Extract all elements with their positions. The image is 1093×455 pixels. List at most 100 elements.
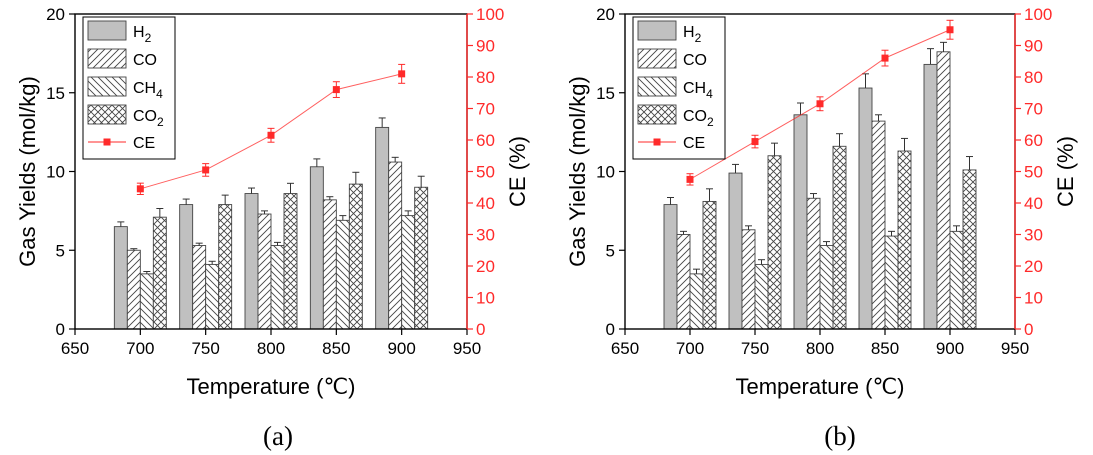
- legend-label-main: CH: [683, 80, 706, 97]
- bar-H2: [858, 87, 873, 330]
- legend-swatch-CO: [637, 48, 677, 69]
- x-tick-label: 850: [871, 339, 899, 358]
- legend-label-H2: H2: [133, 24, 152, 45]
- chart-panel-b: 650 700 750 800 850 900 9500510152001020304050…: [565, 5, 1078, 451]
- legend-label-CO2: CO2: [133, 108, 164, 129]
- bar-CH4: [270, 245, 285, 330]
- y2-tick-label: 20: [1024, 257, 1043, 276]
- bar-CO: [192, 245, 207, 330]
- y2-tick-label: 10: [476, 289, 495, 308]
- bar-CH4: [754, 263, 769, 330]
- legend-label-subscript: 2: [157, 115, 164, 129]
- y2-axis-label: CE (%): [1053, 136, 1078, 207]
- bar-H2: [309, 166, 324, 330]
- y2-tick-label: 100: [476, 5, 504, 24]
- y-tick-label: 15: [596, 84, 615, 103]
- y2-tick-label: 70: [1024, 100, 1043, 119]
- legend-label-subscript: 4: [706, 87, 713, 101]
- legend-swatch-CO: [87, 48, 127, 69]
- legend-label-H2: H2: [683, 24, 702, 45]
- bar-H2: [375, 126, 390, 330]
- y2-tick-label: 40: [1024, 194, 1043, 213]
- x-tick-label: 700: [126, 339, 154, 358]
- y2-tick-label: 20: [476, 257, 495, 276]
- x-axis-label: Temperature (℃): [736, 374, 905, 399]
- legend-label-main: CO: [683, 108, 707, 125]
- bar-H2: [663, 204, 678, 330]
- legend-label-main: H: [683, 24, 695, 41]
- x-tick-label: 900: [387, 339, 415, 358]
- legend-swatch-CO2: [87, 104, 127, 125]
- y2-tick-label: 10: [1024, 289, 1043, 308]
- bar-CH4: [205, 263, 220, 330]
- y2-tick-label: 50: [476, 163, 495, 182]
- ce-point: [398, 70, 406, 78]
- y2-tick-label: 100: [1024, 5, 1052, 24]
- legend-swatch-H2: [87, 20, 127, 41]
- legend-label-main: CH: [133, 80, 156, 97]
- x-tick-label: 750: [741, 339, 769, 358]
- legend-label-subscript: 2: [145, 31, 152, 45]
- y-axis-label: Gas Yields (mol/kg): [15, 76, 40, 267]
- legend-swatch-CO2: [637, 104, 677, 125]
- panel-caption: (a): [263, 421, 293, 451]
- chart-panel-a: 650 700 750 800 850 900 9500510152001020304050…: [15, 5, 530, 451]
- y-tick-label: 5: [56, 241, 65, 260]
- x-tick-label: 900: [936, 339, 964, 358]
- ce-point: [136, 185, 144, 193]
- bar-CO2: [832, 145, 847, 330]
- ce-point: [816, 100, 824, 108]
- bar-CO: [388, 161, 403, 330]
- legend-label-ce: CE: [683, 135, 705, 152]
- legend-label-main: CO: [683, 52, 707, 69]
- y2-axis-label: CE (%): [505, 136, 530, 207]
- y2-tick-label: 40: [476, 194, 495, 213]
- bar-CO: [936, 51, 951, 330]
- y2-tick-label: 50: [1024, 163, 1043, 182]
- y2-tick-label: 60: [476, 131, 495, 150]
- ce-point: [267, 131, 275, 139]
- legend-label-CH4: CH4: [683, 80, 713, 101]
- x-tick-label: 800: [806, 339, 834, 358]
- bar-CH4: [949, 230, 964, 330]
- bar-CO2: [218, 204, 233, 330]
- bar-CO: [871, 120, 886, 330]
- y2-tick-label: 70: [476, 100, 495, 119]
- y-tick-label: 15: [46, 84, 65, 103]
- legend-swatch-CH4: [637, 76, 677, 97]
- legend-label-CH4: CH4: [133, 80, 163, 101]
- x-tick-label: 650: [61, 339, 89, 358]
- y2-tick-label: 30: [476, 226, 495, 245]
- bar-CO2: [348, 183, 363, 330]
- ce-point: [332, 86, 340, 94]
- bar-H2: [728, 172, 743, 330]
- legend-label-subscript: 2: [695, 31, 702, 45]
- bar-CO2: [767, 155, 782, 330]
- ce-point: [751, 138, 759, 146]
- y2-tick-label: 80: [476, 68, 495, 87]
- x-tick-label: 700: [676, 339, 704, 358]
- legend-label-main: H: [133, 24, 145, 41]
- ce-point: [686, 175, 694, 183]
- legend-swatch-CH4: [87, 76, 127, 97]
- bar-H2: [113, 226, 128, 330]
- y2-tick-label: 90: [1024, 37, 1043, 56]
- bar-CH4: [819, 245, 834, 330]
- y-tick-label: 20: [46, 5, 65, 24]
- x-tick-label: 750: [191, 339, 219, 358]
- x-tick-label: 850: [322, 339, 350, 358]
- legend-label-CO2: CO2: [683, 108, 714, 129]
- legend-label-ce: CE: [133, 135, 155, 152]
- bar-CO2: [897, 150, 912, 330]
- y-tick-label: 10: [596, 163, 615, 182]
- bar-CO2: [283, 193, 298, 330]
- legend-label-main: CO: [133, 52, 157, 69]
- bar-CO2: [152, 216, 167, 330]
- x-tick-label: 650: [611, 339, 639, 358]
- legend-marker-ce: [103, 138, 111, 146]
- bar-H2: [923, 63, 938, 330]
- legend-label-CO: CO: [133, 52, 157, 69]
- bar-CO: [741, 229, 756, 330]
